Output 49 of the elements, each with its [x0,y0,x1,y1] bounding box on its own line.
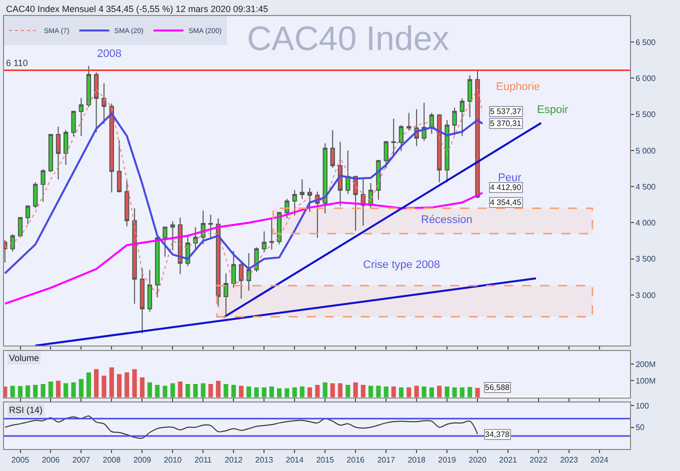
x-tick-label: 2010 [164,456,182,465]
x-tick-label: 2007 [72,456,91,465]
annotation: 34,378 [485,430,510,439]
y-tick-label: 3 000 [636,290,656,300]
y-tick-label: 3 500 [636,254,656,264]
ref-line-label: 6 110 [6,58,28,68]
x-tick-label: 2006 [42,456,60,465]
annotation: Récession [421,214,472,226]
x-tick-label: 2014 [286,456,304,465]
x-tick-label: 2017 [377,456,396,465]
annotation: Euphorie [496,81,540,93]
annotation: Crise type 2008 [363,259,440,271]
x-tick-label: 2013 [255,456,274,465]
y-tick-label: 200M [636,360,656,369]
x-tick-label: 2012 [224,456,244,465]
y-tick-label: 4 000 [636,218,656,228]
x-tick-label: 2011 [194,456,212,465]
x-tick-label: 2019 [438,456,456,465]
x-tick-label: 2018 [408,456,426,465]
y-tick-label: 100 [636,401,650,410]
y-tick-label: 6 000 [636,74,656,83]
annotation: 4 412,90 [490,183,522,192]
x-tick-label: 2009 [133,456,152,465]
y-tick-label: 5 000 [636,146,656,156]
x-tick-label: 2022 [530,456,548,465]
x-tick-label: 2015 [316,456,335,465]
chart-title: Volume [9,353,40,363]
y-tick-label: 100M [636,376,656,386]
x-tick-label: 2024 [590,456,609,465]
x-tick-label: 2020 [468,456,487,465]
annotation: 5 370,31 [490,119,522,128]
annotation: Peur [498,172,522,184]
x-tick-label: 2008 [102,456,122,465]
y-tick-label: 5 500 [636,110,656,120]
y-tick-label: 6 500 [636,38,656,47]
x-tick-label: 2021 [499,456,518,465]
annotation: Espoir [537,104,569,116]
y-tick-label: 50 [636,423,646,432]
annotation: 5 537,37 [490,107,522,116]
x-tick-label: 2016 [346,456,366,465]
chart-title: CAC40 Index [247,20,450,58]
annotation: 56,588 [485,383,510,392]
x-tick-label: 2023 [560,456,578,465]
x-tick-label: 2005 [11,456,30,465]
annotation: 2008 [97,48,122,60]
chart-title: RSI (14) [9,405,43,415]
y-tick-label: 4 500 [636,182,656,192]
annotation: 4 354,45 [490,198,522,207]
chart-subtitle: CAC40 Index Mensuel 4 354,45 (-5,55 %) 12 mars 2020 09:31:45 [6,4,268,14]
